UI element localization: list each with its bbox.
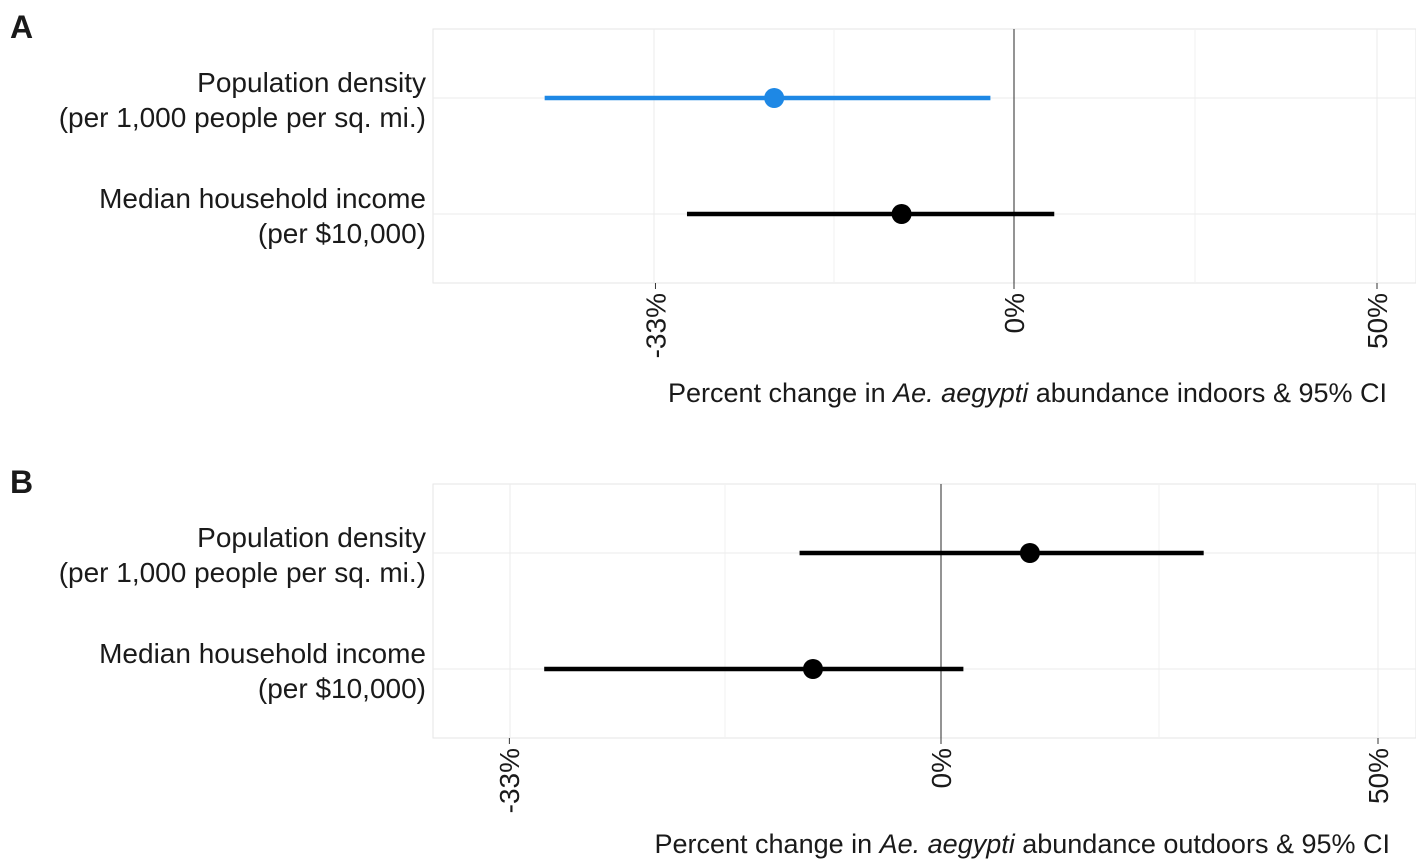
panel-b-plot-area — [432, 483, 1416, 739]
panel-b-tick-label: 50% — [1363, 748, 1394, 804]
panel-a-x-axis-title-species: Ae. aegypti — [891, 378, 1029, 408]
panel-a: A Population density (per 1,000 people p… — [10, 9, 1416, 408]
panel-b-category-sublabel: (per 1,000 people per sq. mi.) — [59, 557, 426, 588]
panel-a-estimate-point — [764, 88, 785, 108]
panel-b-x-axis-title-suffix: abundance outdoors & 95% CI — [1015, 829, 1390, 859]
panel-b-x-axis-title-species: Ae. aegypti — [878, 829, 1016, 859]
panel-a-x-axis-title: Percent change in Ae. aegypti abundance … — [668, 378, 1387, 408]
panel-a-estimate-point — [891, 204, 912, 224]
panel-b-estimate-point — [802, 659, 823, 679]
panel-a-x-axis-title-suffix: abundance indoors & 95% CI — [1028, 378, 1387, 408]
panel-a-category-label: Median household income — [99, 183, 426, 214]
panel-b-x-axis-title: Percent change in Ae. aegypti abundance … — [654, 829, 1390, 859]
panel-a-label: A — [10, 9, 33, 45]
panel-a-plot-area — [432, 28, 1416, 284]
panel-a-x-axis-title-prefix: Percent change in — [668, 378, 893, 408]
panel-b-tick-label: -33% — [494, 748, 525, 813]
panel-b: B Population density (per 1,000 people p… — [10, 464, 1416, 859]
panel-b-category-sublabel: (per $10,000) — [258, 673, 426, 704]
panel-b-category-label: Median household income — [99, 638, 426, 669]
panel-a-tick-label: 50% — [1362, 293, 1393, 349]
panel-b-category-label: Population density — [197, 522, 426, 553]
panel-a-tick-label: -33% — [640, 293, 671, 358]
panel-b-tick-label: 0% — [926, 748, 957, 788]
panel-a-category-sublabel: (per 1,000 people per sq. mi.) — [59, 102, 426, 133]
panel-b-estimate-point — [1019, 543, 1040, 563]
panel-a-category-sublabel: (per $10,000) — [258, 218, 426, 249]
panel-a-category-label: Population density — [197, 67, 426, 98]
panel-b-label: B — [10, 464, 33, 500]
panel-a-tick-label: 0% — [999, 293, 1030, 333]
panel-b-x-axis-title-prefix: Percent change in — [654, 829, 879, 859]
